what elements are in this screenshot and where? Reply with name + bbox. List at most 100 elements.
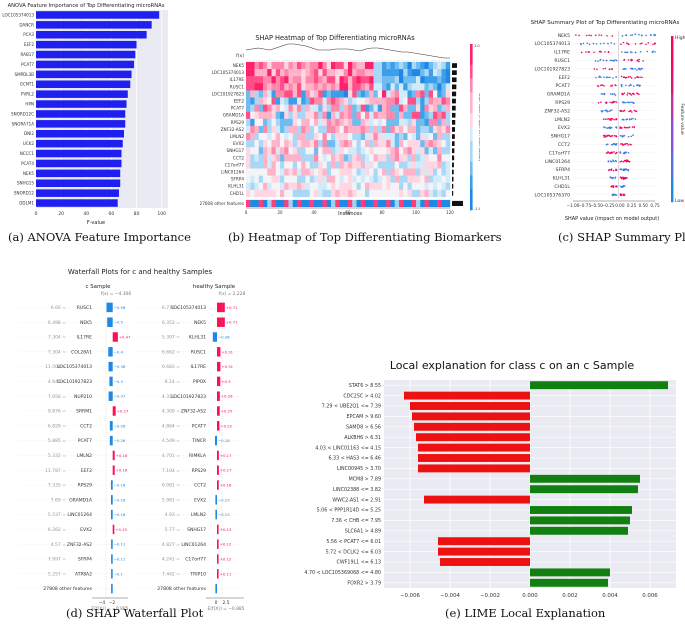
heatmap-cell	[292, 90, 298, 98]
heatmap-cell	[271, 182, 276, 190]
heatmap-footer-cell	[271, 199, 276, 207]
lime-bar	[418, 443, 530, 452]
waterfall-contribution-label: +0.11	[220, 571, 232, 576]
summary-dot	[615, 169, 618, 172]
waterfall-feature-name: COL28A1	[71, 349, 92, 355]
heatmap-cell	[250, 189, 255, 198]
heatmap-cell	[326, 125, 332, 134]
summary-dot	[622, 93, 625, 96]
heatmap-cell	[428, 168, 434, 176]
summary-dot	[632, 117, 634, 120]
heatmap-cell	[322, 140, 327, 148]
summary-dot	[621, 136, 624, 138]
summary-dot	[636, 84, 638, 86]
summary-dot	[619, 151, 621, 153]
summary-dot	[633, 126, 635, 129]
heatmap-cell	[301, 154, 306, 162]
heatmap-footer-cell	[258, 199, 264, 207]
heatmap-cell	[267, 69, 272, 77]
heatmap-cell	[339, 69, 344, 77]
summary-dot	[588, 51, 591, 53]
anova-category-label: UCK2	[23, 141, 35, 146]
waterfall-bar	[110, 495, 113, 505]
heatmap-cell	[288, 133, 293, 141]
summary-dot	[621, 35, 624, 37]
heatmap-cell	[326, 182, 332, 190]
heatmap-cell	[254, 90, 259, 98]
heatmap-cell	[301, 175, 306, 183]
summary-feature-label: LINC01264	[545, 159, 570, 165]
heatmap-cell	[365, 182, 370, 190]
heatmap-cell	[348, 118, 353, 127]
heatmap-cell	[343, 182, 349, 190]
heatmap-cell	[416, 97, 421, 105]
summary-dot	[631, 34, 634, 36]
summary-colorbar-segment	[671, 60, 674, 70]
heatmap-cell	[326, 104, 332, 112]
heatmap-cell	[297, 133, 302, 141]
heatmap-cell	[263, 104, 268, 112]
heatmap-cell	[246, 104, 251, 112]
waterfall-bar	[217, 539, 219, 549]
lime-bar	[416, 433, 530, 442]
anova-category-label: SNORD12	[14, 191, 34, 196]
summary-dot	[605, 76, 608, 79]
heatmap-cell	[399, 76, 404, 84]
heatmap-cell	[386, 69, 391, 77]
heatmap-cell	[288, 104, 293, 112]
heatmap-importance-bar	[452, 84, 457, 90]
heatmap-cell	[420, 189, 425, 198]
summary-dot	[624, 177, 627, 180]
waterfall-feature-name: NEK5	[194, 320, 206, 326]
summary-dot	[634, 77, 636, 79]
summary-colorbar-segment	[671, 127, 674, 136]
heatmap-cell	[267, 182, 272, 190]
heatmap-cell	[271, 140, 276, 148]
anova-xtick-label: 20	[58, 211, 64, 217]
heatmap-cell	[301, 104, 306, 112]
heatmap-cell	[322, 76, 327, 84]
heatmap-cell	[284, 76, 289, 84]
heatmap-cell	[297, 62, 302, 70]
anova-bar	[36, 60, 135, 69]
summary-dot	[623, 59, 625, 61]
summary-dot	[612, 77, 614, 79]
heatmap-cell	[373, 147, 378, 155]
waterfall-contribution-label: +0.12	[220, 557, 232, 562]
heatmap-cell	[267, 62, 272, 70]
heatmap-cell	[445, 182, 451, 190]
heatmap-cell	[382, 90, 387, 98]
heatmap-cell	[360, 168, 366, 176]
heatmap-cell	[403, 133, 408, 141]
waterfall-feature-value: 6.829 =	[48, 423, 66, 429]
summary-dot	[619, 135, 622, 137]
waterfall-bar	[217, 450, 219, 461]
heatmap-cell	[403, 90, 408, 98]
heatmap-cell	[331, 189, 336, 198]
heatmap-cell	[280, 161, 285, 169]
heatmap-cell	[428, 182, 434, 190]
heatmap-cell	[280, 90, 285, 98]
heatmap-cell	[445, 97, 451, 105]
heatmap-cell	[424, 62, 429, 70]
heatmap-cell	[365, 175, 370, 183]
summary-dot	[593, 68, 596, 70]
heatmap-cell	[394, 83, 400, 91]
heatmap-cell	[254, 83, 259, 91]
heatmap-cell	[390, 62, 395, 70]
summary-dot	[598, 50, 601, 53]
heatmap-cell	[271, 168, 276, 176]
waterfall-contribution-label: −0.16	[114, 483, 126, 488]
heatmap-cell	[356, 111, 361, 119]
heatmap-cell	[424, 83, 429, 91]
heatmap-cell	[428, 125, 434, 134]
summary-dot	[622, 160, 625, 163]
heatmap-cell	[326, 76, 332, 84]
heatmap-footer-cell	[322, 199, 327, 207]
waterfall-feature-value: 7.056 =	[48, 394, 66, 400]
summary-dot	[599, 58, 602, 61]
heatmap-cell	[424, 175, 429, 183]
heatmap-cell	[288, 154, 293, 162]
heatmap-colorbar-segment	[470, 64, 473, 72]
heatmap-cell	[420, 133, 425, 141]
